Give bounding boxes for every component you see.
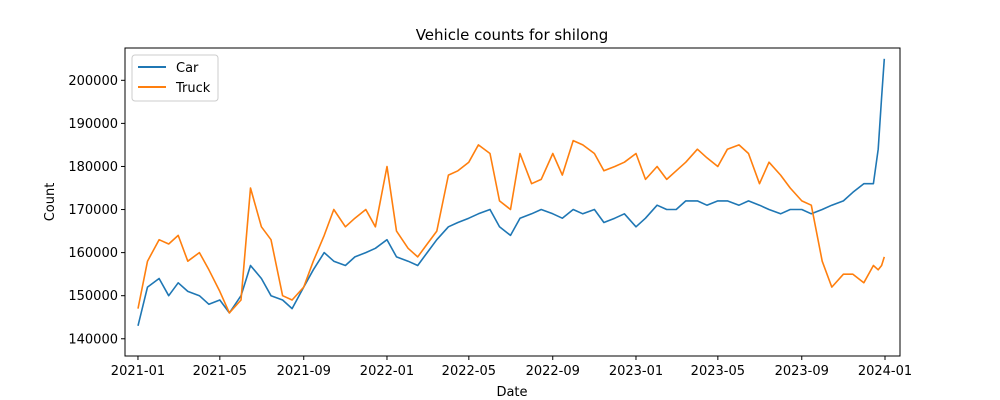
legend-label-car: Car (176, 61, 199, 76)
x-tick-label: 2023-05 (691, 364, 745, 379)
x-tick-label: 2021-09 (277, 364, 331, 379)
y-tick-label: 140000 (68, 332, 118, 347)
series-line-car (137, 58, 886, 326)
x-axis-label: Date (496, 385, 527, 400)
x-axis: 2021-01 2021-05 2021-09 2022-01 2022-05 2022-… (111, 356, 912, 379)
y-tick-label: 180000 (68, 160, 118, 175)
x-tick-label: 2024-01 (858, 364, 912, 379)
y-tick-label: 150000 (68, 289, 118, 304)
x-tick-label: 2022-01 (360, 364, 414, 379)
y-tick-label: 170000 (68, 203, 118, 218)
plot-area-frame (124, 47, 901, 357)
x-tick-label: 2022-05 (442, 364, 496, 379)
series-line-truck (137, 139, 886, 314)
chart-title: Vehicle counts for shilong (416, 26, 609, 44)
x-tick-label: 2021-05 (193, 364, 247, 379)
y-tick-label: 190000 (68, 117, 118, 132)
legend-label-truck: Truck (175, 81, 211, 96)
series-group (137, 58, 886, 326)
y-axis-label: Count (43, 183, 58, 222)
legend: Car Truck (131, 54, 219, 102)
x-tick-label: 2022-09 (526, 364, 580, 379)
x-tick-label: 2023-09 (775, 364, 829, 379)
y-axis: 140000 150000 160000 170000 180000 190000 2000… (68, 74, 125, 347)
x-tick-label: 2023-01 (609, 364, 663, 379)
y-tick-label: 160000 (68, 246, 118, 261)
x-tick-label: 2021-01 (111, 364, 165, 379)
y-tick-label: 200000 (68, 74, 118, 89)
